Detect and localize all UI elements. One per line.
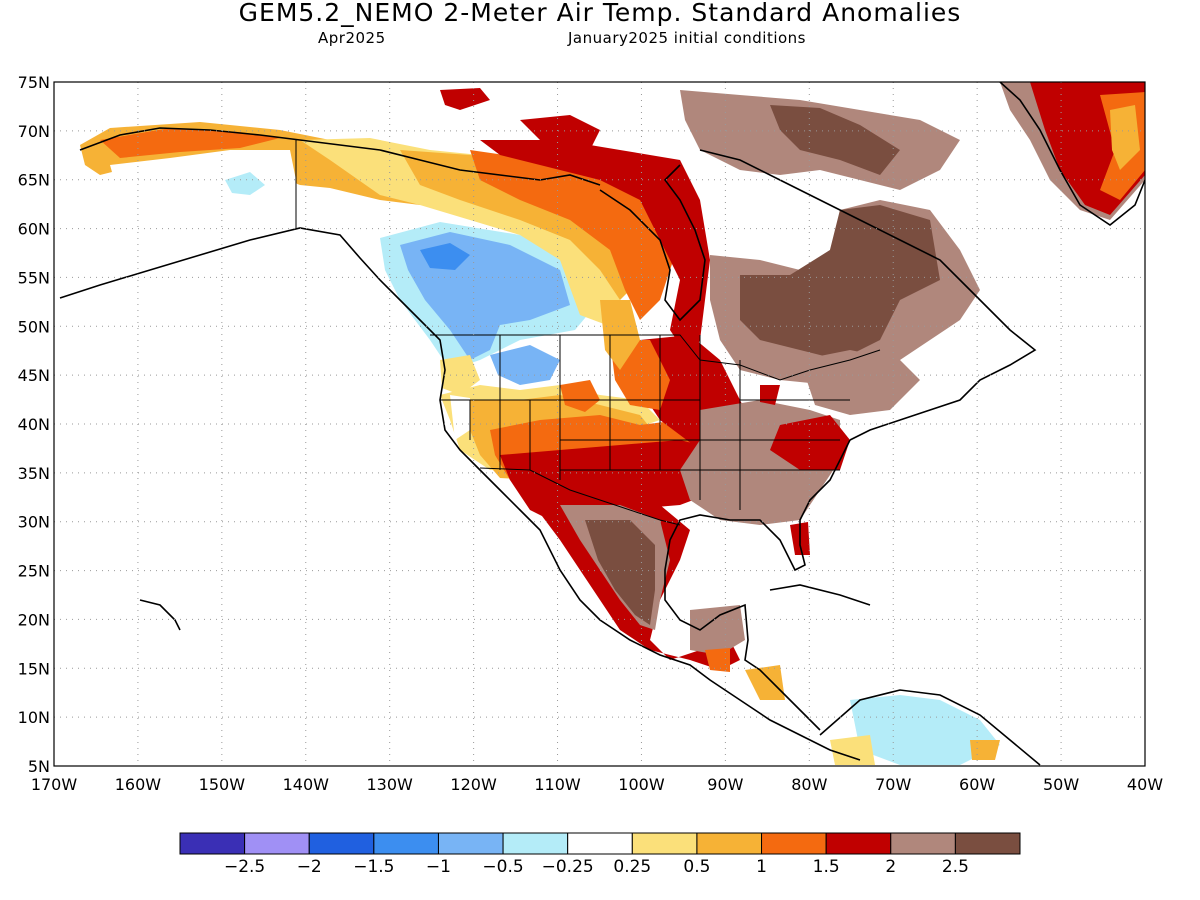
colorbar-swatch (179, 832, 246, 855)
fill-oregon-yellow (440, 355, 480, 395)
political-borders (295, 140, 881, 526)
coastlines (59, 82, 1145, 766)
colorbar-label: −2.5 (224, 857, 265, 877)
colorbar-label: 1 (756, 857, 767, 877)
lat-label: 75N (18, 73, 50, 92)
lon-label: 170W (31, 775, 78, 794)
fill-bc-deepblue (420, 243, 470, 270)
init-conditions: January2025 initial conditions (568, 29, 806, 47)
map-frame (53, 81, 1146, 767)
colorbar-label: 0.5 (683, 857, 710, 877)
colorbar-swatch (761, 832, 827, 855)
coastline-alaska (59, 227, 861, 761)
valid-month: Apr2025 (318, 29, 386, 47)
fill-ca-white (450, 395, 470, 440)
lon-label: 40W (1127, 775, 1163, 794)
colorbar-label: −0.5 (482, 857, 523, 877)
coastline-greenland (999, 82, 1145, 226)
coastline-hudson (599, 164, 706, 322)
colorbar-swatch (825, 832, 892, 855)
fill-alaska-interior (110, 150, 300, 230)
lon-label: 90W (707, 775, 743, 794)
colorbar-swatch (244, 832, 310, 855)
lon-label: 110W (534, 775, 581, 794)
colorbar-swatch (437, 832, 504, 855)
lat-label: 45N (18, 366, 50, 385)
fill-arctic-red2 (520, 115, 600, 150)
lat-label: 65N (18, 171, 50, 190)
fill-montana-blue (490, 345, 560, 385)
lat-label: 20N (18, 610, 50, 629)
coastline-sa (819, 689, 1041, 766)
colorbar-label: 2.5 (942, 857, 969, 877)
lon-label: 120W (450, 775, 497, 794)
lon-label: 50W (1043, 775, 1079, 794)
colorbar-swatch (502, 832, 569, 855)
colorbar-label: 2 (885, 857, 896, 877)
lon-label: 160W (115, 775, 162, 794)
chart-title: GEM5.2_NEMO 2-Meter Air Temp. Standard A… (238, 0, 962, 27)
coastline-hawaii (139, 599, 181, 631)
anomaly-fields (80, 82, 1145, 765)
lat-label: 10N (18, 708, 50, 727)
fill-sa-yellow (830, 735, 875, 765)
fill-arctic-red (440, 88, 490, 110)
coastline-arctic (79, 127, 601, 186)
fill-hudson-red (480, 140, 710, 360)
colorbar-swatch (308, 832, 375, 855)
lon-label: 80W (791, 775, 827, 794)
lat-label: 50N (18, 317, 50, 336)
colorbar-swatch (567, 832, 633, 855)
border-states-1 (440, 335, 850, 510)
lat-label: 70N (18, 122, 50, 141)
lat-label: 25N (18, 562, 50, 581)
lat-label: 35N (18, 464, 50, 483)
lat-label: 40N (18, 415, 50, 434)
fill-greenland-gold (1110, 105, 1140, 170)
fill-mexico-darkbrown (585, 520, 655, 625)
colorbar-label: −1 (426, 857, 451, 877)
fill-arctic-darkbrown (770, 105, 900, 175)
fill-se-red (770, 415, 850, 470)
lat-label: 15N (18, 659, 50, 678)
coastline-east (664, 439, 851, 731)
colorbar-swatch (373, 832, 439, 855)
colorbar-label: −1.5 (353, 857, 394, 877)
coastline-cuba (769, 584, 871, 606)
lat-label: 60N (18, 220, 50, 239)
colorbar: −2.5 −2 −1.5 −1 −0.5 −0.25 0.25 0.5 1 1.5 2 2.5 (179, 832, 1021, 877)
lon-label: 140W (283, 775, 330, 794)
fill-yucatan-brown (690, 605, 745, 655)
fill-sa-lightcyan (850, 695, 1000, 765)
fill-ne-brown (800, 350, 920, 415)
colorbar-swatch (954, 832, 1021, 855)
grid (53, 81, 1146, 767)
coastline-labrador (699, 149, 1037, 441)
lon-label: 70W (875, 775, 911, 794)
colorbar-swatch (696, 832, 763, 855)
fill-centralam-orange (705, 648, 730, 672)
colorbar-label: −2 (297, 857, 322, 877)
lon-label: 130W (367, 775, 414, 794)
colorbar-label: 0.25 (613, 857, 651, 877)
lon-label: 150W (199, 775, 246, 794)
colorbar-swatch (631, 832, 698, 855)
fill-sa-gold (970, 740, 1000, 760)
axis-labels: 75N 70N 65N 60N 55N 50N 45N 40N 35N 30N 25N 20N 15N 1… (18, 73, 1164, 794)
colorbar-swatch (890, 832, 956, 855)
fill-quebec-darkbrown (740, 205, 940, 360)
lon-label: 100W (618, 775, 665, 794)
lat-label: 5N (28, 757, 50, 776)
fill-glakes-red (760, 385, 780, 405)
colorbar-label: 1.5 (813, 857, 840, 877)
colorbar-label: −0.25 (542, 857, 594, 877)
fill-utah-orange (560, 380, 600, 412)
lat-label: 55N (18, 268, 50, 287)
fill-alaska-cool (225, 172, 265, 195)
lon-label: 60W (959, 775, 995, 794)
lat-label: 30N (18, 513, 50, 532)
fill-centralam-gold (745, 665, 785, 700)
fill-alaska-orange (100, 128, 280, 158)
